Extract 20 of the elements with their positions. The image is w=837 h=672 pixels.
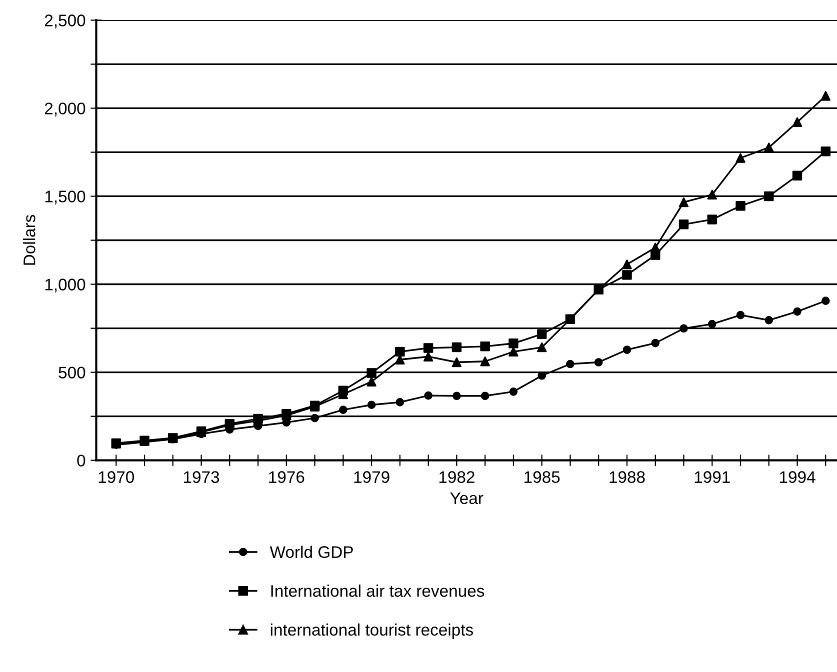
x-tick-label: 1976: [269, 471, 304, 483]
x-tick-label: 1970: [98, 471, 134, 483]
y-tick-label: 2,500: [44, 14, 86, 28]
legend-label: World GDP: [270, 546, 353, 558]
y-tick-label: 1,500: [45, 190, 86, 204]
legend-label: International air tax revenues: [271, 584, 484, 597]
x-tick-label: 1982: [439, 471, 474, 483]
x-tick-label: 1988: [610, 471, 645, 483]
x-tick-label: 1979: [354, 471, 390, 483]
x-tick-label: 1991: [694, 471, 730, 483]
x-axis-title: Year: [450, 492, 484, 504]
y-tick-label: 500: [58, 366, 86, 378]
y-tick-label: 0: [77, 454, 86, 467]
y-tick-label: 2,000: [44, 102, 86, 116]
y-axis-title: Dollars: [23, 214, 36, 265]
x-tick-label: 1994: [780, 471, 816, 483]
x-tick-label: 1973: [184, 471, 220, 483]
x-tick-label: 1985: [524, 471, 560, 483]
legend-label: international tourist receipts: [270, 623, 473, 640]
y-tick-label: 1,000: [45, 278, 86, 292]
